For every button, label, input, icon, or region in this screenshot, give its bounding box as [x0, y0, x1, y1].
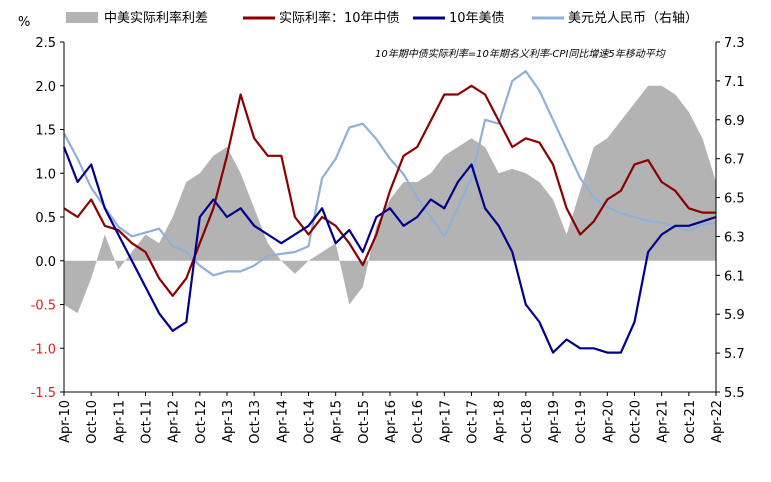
x-tick-label: Oct-11	[140, 400, 155, 444]
legend-label-cn-real-rate: 实际利率：10年中债	[279, 10, 400, 26]
right-tick-label: 6.3	[724, 230, 745, 245]
left-tick-label: 1.0	[35, 167, 56, 182]
x-tick-label: Apr-18	[493, 400, 508, 443]
right-tick-label: 5.9	[724, 308, 745, 323]
chart-annotation: 10年期中债实际利率=10年期名义利率-CPI同比增速5年移动平均	[375, 48, 666, 60]
right-tick-label: 6.7	[724, 153, 745, 168]
series-line-cn-real-rate	[63, 84, 716, 297]
left-tick-label: 2.5	[35, 36, 56, 51]
x-tick-label: Oct-21	[683, 400, 698, 444]
x-tick-label: Oct-13	[248, 400, 263, 444]
series-area-spread	[64, 85, 716, 314]
plot-area	[62, 70, 717, 354]
x-tick-label: Oct-16	[411, 400, 426, 444]
x-tick-label: Apr-14	[275, 400, 290, 443]
x-tick-label: Apr-10	[58, 400, 73, 443]
x-tick-label: Apr-22	[710, 400, 725, 443]
x-tick-label: Apr-12	[167, 400, 182, 443]
x-tick-label: Apr-16	[384, 400, 399, 443]
left-tick-label: 2.0	[35, 80, 56, 95]
left-tick-label: -1.0	[31, 342, 56, 357]
right-tick-label: 7.1	[724, 75, 745, 90]
left-tick-label: -0.5	[31, 299, 56, 314]
legend-label-usdcny: 美元兑人民币（右轴）	[568, 11, 698, 26]
x-tick-label: Apr-17	[438, 400, 453, 443]
left-tick-label: 0.0	[35, 255, 56, 270]
right-axis: 7.3 7.1 6.9 6.7 6.5 6.3 6.1 5.9 5.7 5.5	[715, 36, 745, 401]
legend-label-us-10y: 10年美债	[449, 11, 505, 26]
series-line-usdcny	[63, 70, 717, 277]
left-tick-label: 0.5	[35, 211, 56, 226]
left-axis: 2.5 2.0 1.5 1.0 0.5 0.0 -0.5 -1.0 -1.5	[31, 36, 65, 401]
right-tick-label: 6.1	[724, 269, 745, 284]
right-tick-label: 5.7	[724, 347, 745, 362]
x-tick-label: Oct-18	[520, 400, 535, 444]
right-tick-label: 6.5	[724, 192, 745, 207]
legend-swatch-spread	[66, 12, 98, 23]
series-line-us-10y	[62, 146, 717, 354]
left-axis-unit: %	[18, 15, 30, 30]
x-tick-label: Apr-19	[547, 400, 562, 443]
x-tick-label: Apr-20	[601, 400, 616, 443]
x-tick-label: Oct-20	[629, 400, 644, 444]
right-tick-label: 6.9	[724, 114, 745, 129]
x-tick-label: Oct-14	[303, 400, 318, 444]
x-tick-label: Oct-12	[194, 400, 209, 444]
left-tick-label: 1.5	[35, 124, 56, 139]
x-tick-label: Apr-21	[656, 400, 671, 443]
x-axis: Apr-10 Oct-10 Apr-11 Oct-11 Apr-12 Oct-12 Apr-…	[58, 391, 725, 444]
legend: 中美实际利率利差 实际利率：10年中债 10年美债 美元兑人民币（右轴）	[66, 10, 698, 26]
x-tick-label: Apr-11	[112, 400, 127, 443]
x-tick-label: Oct-15	[357, 400, 372, 444]
x-tick-label: Oct-17	[466, 400, 481, 444]
right-tick-label: 5.5	[724, 386, 745, 401]
legend-label-spread: 中美实际利率利差	[104, 10, 208, 26]
left-tick-label: -1.5	[31, 386, 56, 401]
x-tick-label: Apr-15	[330, 400, 345, 443]
right-tick-label: 7.3	[724, 36, 745, 51]
x-tick-label: Oct-19	[574, 400, 589, 444]
x-tick-label: Oct-10	[85, 400, 100, 444]
x-tick-label: Apr-13	[221, 400, 236, 443]
